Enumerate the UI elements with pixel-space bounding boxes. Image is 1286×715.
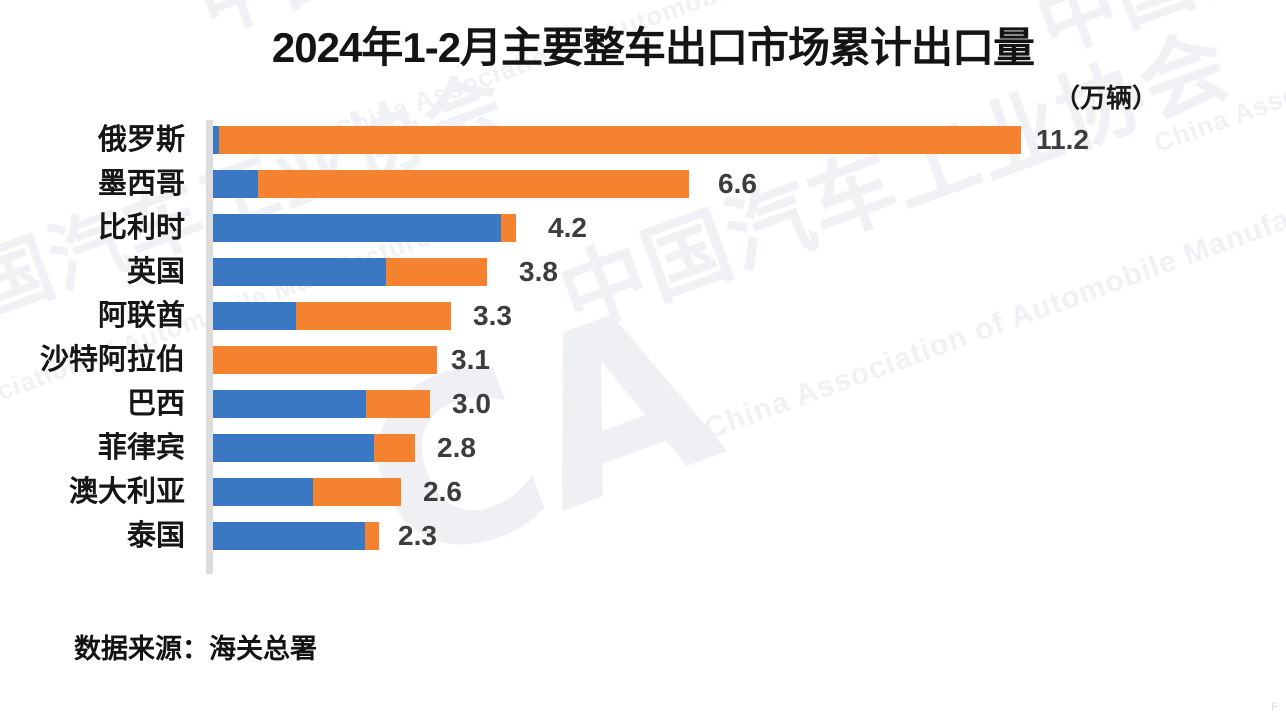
category-label: 俄罗斯 [97, 124, 185, 156]
bar-value-label: 2.6 [423, 476, 462, 507]
bar-value-label: 4.2 [548, 212, 587, 243]
bar-track [213, 522, 379, 550]
plot-area: 俄罗斯 11.2 墨西哥 6.6 比利时 4.2 英国 [0, 118, 1286, 578]
bar-segment-series-2[interactable] [218, 126, 1021, 154]
bar-track [213, 214, 516, 242]
bar-track [213, 258, 487, 286]
bar-row[interactable]: 沙特阿拉伯 3.1 [0, 338, 1286, 382]
corner-mark: F [1271, 701, 1278, 713]
bar-value-label: 3.0 [452, 388, 491, 419]
bar-value-label: 3.3 [473, 300, 512, 331]
bar-value-label: 2.3 [398, 520, 437, 551]
bar-segment-series-2[interactable] [313, 478, 401, 506]
bar-segment-series-1[interactable] [213, 522, 365, 550]
bar-track [213, 390, 430, 418]
category-label: 巴西 [126, 388, 185, 420]
bar-segment-series-1[interactable] [213, 126, 219, 154]
bar-row[interactable]: 墨西哥 6.6 [0, 162, 1286, 206]
bar-track [213, 346, 437, 374]
bar-row[interactable]: 巴西 3.0 [0, 382, 1286, 426]
category-label: 沙特阿拉伯 [39, 344, 185, 376]
bar-segment-series-2[interactable] [364, 522, 379, 550]
bar-segment-series-2[interactable] [258, 170, 689, 198]
bar-row[interactable]: 比利时 4.2 [0, 206, 1286, 250]
bar-value-label: 2.8 [437, 432, 476, 463]
bar-segment-series-2[interactable] [386, 258, 487, 286]
source-note: 数据来源：海关总署 [74, 634, 317, 664]
bar-row[interactable]: 澳大利亚 2.6 [0, 470, 1286, 514]
bar-track [213, 126, 1021, 154]
bar-row[interactable]: 阿联酋 3.3 [0, 294, 1286, 338]
bar-segment-series-2[interactable] [373, 434, 415, 462]
bar-segment-series-2[interactable] [501, 214, 516, 242]
bar-segment-series-1[interactable] [213, 170, 259, 198]
bar-segment-series-2[interactable] [213, 346, 437, 374]
bar-segment-series-2[interactable] [295, 302, 451, 330]
bar-track [213, 302, 451, 330]
bar-segment-series-2[interactable] [366, 390, 430, 418]
category-label: 阿联酋 [97, 300, 185, 332]
bar-row[interactable]: 菲律宾 2.8 [0, 426, 1286, 470]
category-label: 菲律宾 [97, 432, 185, 464]
bar-track [213, 478, 401, 506]
bar-segment-series-1[interactable] [213, 478, 314, 506]
bar-value-label: 3.1 [451, 344, 490, 375]
category-label: 泰国 [126, 520, 185, 552]
bar-row[interactable]: 俄罗斯 11.2 [0, 118, 1286, 162]
bar-value-label: 3.8 [519, 256, 558, 287]
bar-segment-series-1[interactable] [213, 434, 374, 462]
unit-label: （万辆） [1053, 83, 1158, 113]
bar-value-label: 6.6 [718, 168, 757, 199]
page-title: 2024年1-2月主要整车出口市场累计出口量 [271, 24, 1035, 71]
bar-row[interactable]: 英国 3.8 [0, 250, 1286, 294]
y-axis-line [206, 120, 213, 574]
category-label: 英国 [126, 256, 185, 288]
category-label: 澳大利亚 [68, 476, 185, 508]
bar-segment-series-1[interactable] [213, 214, 502, 242]
category-label: 墨西哥 [97, 168, 185, 200]
category-label: 比利时 [97, 212, 185, 244]
bar-segment-series-1[interactable] [213, 390, 366, 418]
bar-segment-series-1[interactable] [213, 258, 386, 286]
bar-track [213, 434, 415, 462]
bar-segment-series-1[interactable] [213, 302, 296, 330]
bar-track [213, 170, 689, 198]
bar-row[interactable]: 泰国 2.3 [0, 514, 1286, 558]
bar-value-label: 11.2 [1036, 124, 1089, 155]
